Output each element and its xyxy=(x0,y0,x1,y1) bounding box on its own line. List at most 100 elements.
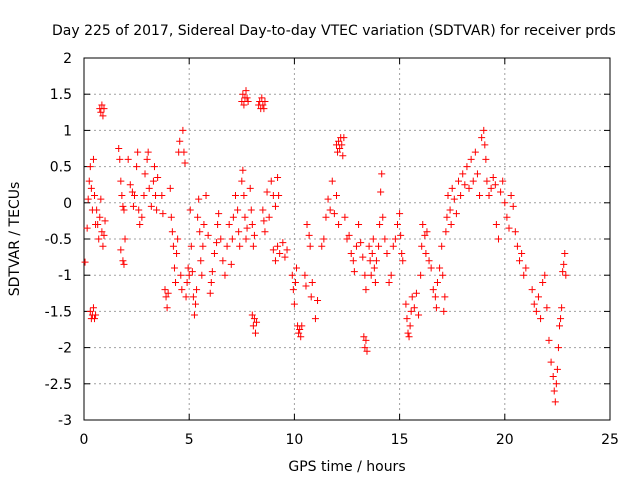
data-point xyxy=(170,264,178,272)
data-point xyxy=(505,224,513,232)
data-point xyxy=(516,257,524,265)
data-point xyxy=(135,206,143,214)
data-point xyxy=(457,192,465,200)
data-point xyxy=(471,148,479,156)
y-tick-label: -0.5 xyxy=(45,232,72,248)
data-point xyxy=(133,163,141,171)
data-point xyxy=(250,315,258,323)
data-point xyxy=(207,278,215,286)
x-tick-label: 20 xyxy=(496,432,514,448)
data-point xyxy=(341,213,349,221)
data-point xyxy=(532,307,540,315)
data-point xyxy=(204,231,212,239)
data-point xyxy=(378,170,386,178)
data-point xyxy=(159,210,167,218)
data-point xyxy=(250,231,258,239)
data-point xyxy=(455,177,463,185)
data-point xyxy=(349,257,357,265)
data-point xyxy=(178,286,186,294)
data-point xyxy=(94,221,102,229)
data-point xyxy=(296,326,304,333)
data-point xyxy=(357,239,365,247)
data-point xyxy=(550,387,558,395)
x-tick-label: 25 xyxy=(601,432,619,448)
data-point xyxy=(243,94,251,102)
data-point xyxy=(223,242,231,250)
data-point xyxy=(487,184,495,192)
data-point xyxy=(101,217,109,225)
chart-title: Day 225 of 2017, Sidereal Day-to-day VTE… xyxy=(52,23,616,39)
data-point xyxy=(152,192,160,200)
data-point xyxy=(549,373,557,381)
data-point xyxy=(193,286,201,294)
y-tick-label: 1.5 xyxy=(50,87,72,103)
y-tick-label: 0.5 xyxy=(50,160,72,176)
data-point xyxy=(303,221,311,229)
data-point xyxy=(154,173,162,181)
data-point xyxy=(534,293,542,301)
data-point xyxy=(269,246,277,254)
data-point xyxy=(119,257,127,265)
data-point xyxy=(234,206,242,214)
data-point xyxy=(463,163,471,171)
data-point xyxy=(210,249,218,257)
data-point xyxy=(145,184,153,192)
data-point xyxy=(397,231,405,239)
data-point xyxy=(179,126,187,134)
data-point xyxy=(189,293,197,301)
data-point xyxy=(330,210,338,218)
data-point xyxy=(239,166,247,174)
data-point xyxy=(322,213,330,221)
data-point xyxy=(289,286,297,294)
data-point xyxy=(119,202,127,210)
data-point xyxy=(83,224,91,232)
data-point xyxy=(372,257,380,265)
data-point xyxy=(172,278,180,286)
data-point xyxy=(551,398,559,406)
data-point xyxy=(355,221,363,229)
data-point xyxy=(332,192,340,200)
data-point xyxy=(444,192,452,200)
data-point xyxy=(274,242,282,250)
data-point xyxy=(196,228,204,236)
grid-layer xyxy=(84,58,610,420)
data-point xyxy=(173,249,181,257)
data-point xyxy=(432,304,440,312)
data-point xyxy=(258,94,266,102)
y-tick-label: -2.5 xyxy=(45,377,72,393)
data-point xyxy=(494,235,502,243)
data-point xyxy=(261,97,269,105)
data-point xyxy=(93,206,101,214)
data-point xyxy=(225,221,233,229)
data-point xyxy=(259,101,267,109)
y-tick-label: 1 xyxy=(63,123,72,139)
x-tick-label: 15 xyxy=(391,432,409,448)
data-point xyxy=(217,235,225,243)
data-point xyxy=(248,221,256,229)
x-tick-label: 0 xyxy=(80,432,89,448)
data-point xyxy=(485,192,493,200)
data-point xyxy=(275,192,283,200)
data-point xyxy=(158,192,166,200)
data-point xyxy=(166,184,174,192)
data-point xyxy=(181,159,189,167)
data-point xyxy=(167,213,175,221)
data-point xyxy=(236,242,244,250)
data-point xyxy=(371,278,379,286)
data-point xyxy=(539,278,547,286)
data-point xyxy=(320,235,328,243)
data-point xyxy=(84,195,92,203)
data-point xyxy=(492,221,500,229)
data-point xyxy=(501,199,509,207)
data-point xyxy=(126,181,134,189)
data-point xyxy=(440,307,448,315)
data-point xyxy=(116,155,124,163)
data-point xyxy=(314,297,322,305)
data-point xyxy=(480,126,488,134)
data-point xyxy=(140,192,148,200)
data-point xyxy=(183,278,191,286)
data-point xyxy=(153,206,161,214)
data-point xyxy=(427,264,435,272)
data-point xyxy=(503,213,511,221)
data-point xyxy=(163,304,171,312)
